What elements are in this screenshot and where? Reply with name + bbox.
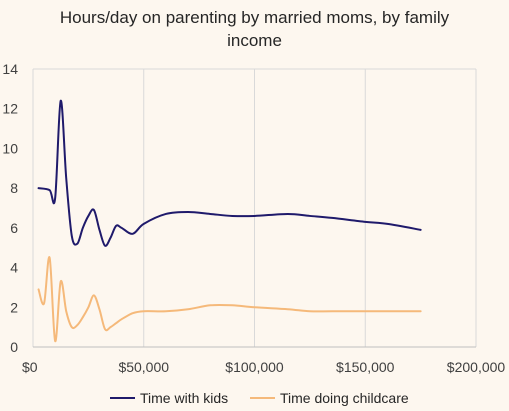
y-tick-label: 8 bbox=[10, 180, 18, 196]
chart-title: Hours/day on parenting by married moms, … bbox=[0, 6, 509, 52]
x-tick-label: $100,000 bbox=[225, 359, 284, 375]
y-tick-label: 0 bbox=[10, 339, 18, 355]
y-tick-label: 4 bbox=[10, 260, 18, 276]
x-tick-label: $50,000 bbox=[118, 359, 169, 375]
series-lines bbox=[37, 99, 422, 343]
series-line-time-doing-childcare bbox=[37, 256, 422, 343]
x-tick-label: $200,000 bbox=[447, 359, 506, 375]
y-tick-label: 10 bbox=[2, 140, 18, 156]
y-tick-label: 12 bbox=[2, 101, 18, 117]
legend-label: Time doing childcare bbox=[280, 390, 409, 406]
legend-label: Time with kids bbox=[140, 390, 228, 406]
y-tick-label: 6 bbox=[10, 220, 18, 236]
series-line-time-with-kids bbox=[37, 99, 422, 247]
y-tick-label: 2 bbox=[10, 299, 18, 315]
x-tick-label: $0 bbox=[22, 359, 38, 375]
tick-labels: 0 2 4 6 8 10 12 14 $0 $50,000 $100,000 $150,000 $200… bbox=[2, 61, 505, 375]
grid-lines bbox=[32, 68, 477, 347]
x-tick-label: $150,000 bbox=[336, 359, 395, 375]
chart-title-line-2: income bbox=[227, 31, 282, 50]
chart-title-line-1: Hours/day on parenting by married moms, … bbox=[59, 8, 450, 27]
legend: Time with kids Time doing childcare bbox=[110, 390, 409, 406]
y-tick-label: 14 bbox=[2, 61, 18, 77]
